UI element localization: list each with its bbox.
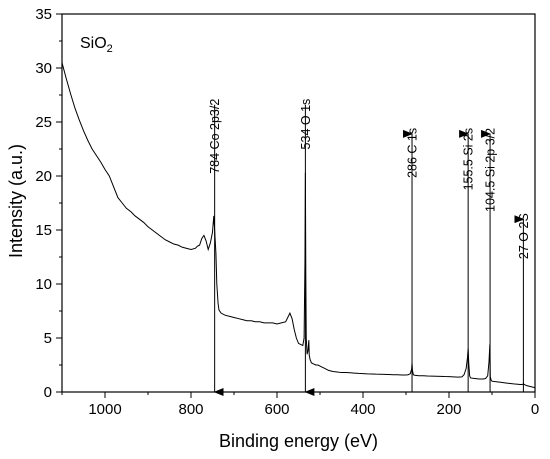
peak-label: 286 C 1s (406, 128, 420, 178)
x-tick-label: 0 (531, 401, 539, 418)
peak-label: 104.5 Si 2p 3/2 (484, 128, 498, 212)
x-tick-label: 200 (436, 401, 461, 418)
y-tick-label: 20 (35, 168, 52, 185)
x-tick-label: 800 (178, 401, 203, 418)
y-axis-title: Intensity (a.u.) (6, 144, 26, 258)
peak-label: 534 O 1s (299, 99, 313, 150)
peak-label: 784 Co 2p3/2 (208, 99, 222, 174)
x-axis-title: Binding energy (eV) (219, 431, 378, 451)
x-tick-label: 1000 (88, 401, 121, 418)
axes: 1000 800 600 400 200 0 0 5 10 15 20 25 30 35 (35, 6, 539, 418)
y-tick-label: 5 (44, 330, 52, 347)
spectrum-series-line (61, 62, 536, 389)
sample-label-main: SiO (80, 35, 107, 52)
x-tick-label: 600 (264, 401, 289, 418)
peak-annotations: 784 Co 2p3/2 534 O 1s 286 C 1s 155.5 Si 2s 1… (208, 99, 531, 396)
sample-label: SiO2 (80, 35, 113, 55)
peak-label: 27 O 2S (517, 213, 531, 259)
plot-frame (61, 13, 536, 393)
y-tick-label: 0 (44, 384, 52, 401)
y-tick-label: 30 (35, 60, 52, 77)
sample-label-subscript: 2 (107, 43, 113, 55)
y-tick-label: 15 (35, 222, 52, 239)
y-tick-label: 35 (35, 6, 52, 23)
peak-label: 155.5 Si 2s (462, 128, 476, 191)
y-tick-label: 10 (35, 276, 52, 293)
y-tick-label: 25 (35, 114, 52, 131)
x-tick-label: 400 (350, 401, 375, 418)
